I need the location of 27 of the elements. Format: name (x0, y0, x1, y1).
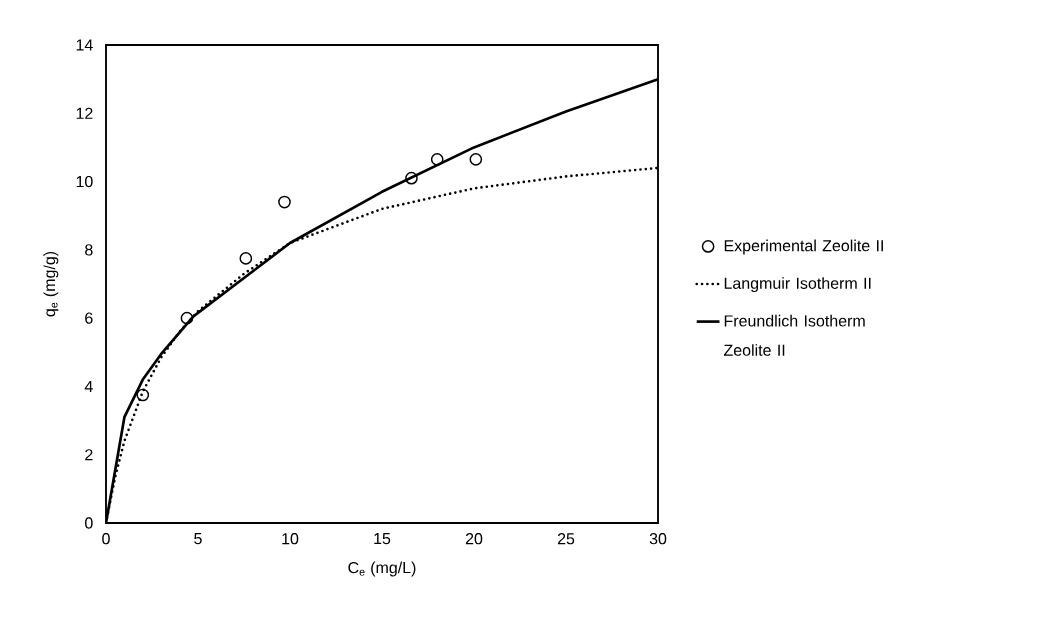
y-axis-title: q$_{e}$ (mg/g) (43, 251, 59, 317)
x-tick-label: 0 (102, 533, 110, 545)
point (136, 388, 150, 402)
point (430, 153, 444, 166)
x-tick-label: 25 (557, 533, 575, 545)
x-tick-label: 20 (465, 533, 483, 545)
y-tick-label: 0 (85, 517, 93, 529)
legend-label: Langmuir Isotherm II (724, 277, 871, 293)
point (278, 195, 291, 209)
legend-label: Freundlich Isotherm Zeolite II (723, 314, 865, 356)
legend-label: Experimental Zeolite II (724, 239, 883, 255)
y-tick-label: 14 (76, 39, 93, 51)
y-tick-label: 2 (85, 449, 93, 461)
y-tick-label: 8 (85, 244, 93, 256)
y-tick-label: 10 (76, 175, 93, 188)
x-axis-title: C$_{e}$ (mg/L) (348, 561, 416, 577)
point (469, 153, 483, 166)
x-tick-label: 10 (282, 533, 299, 545)
x-tick-label: 30 (649, 533, 667, 545)
y-tick-label: 4 (84, 380, 93, 392)
x-tick-label: 15 (374, 533, 391, 545)
point (239, 252, 253, 265)
point (405, 171, 418, 185)
x-tick-label: 5 (194, 533, 202, 545)
y-tick-label: 6 (85, 312, 93, 324)
point (180, 311, 194, 325)
y-tick-label: 12 (76, 107, 93, 119)
